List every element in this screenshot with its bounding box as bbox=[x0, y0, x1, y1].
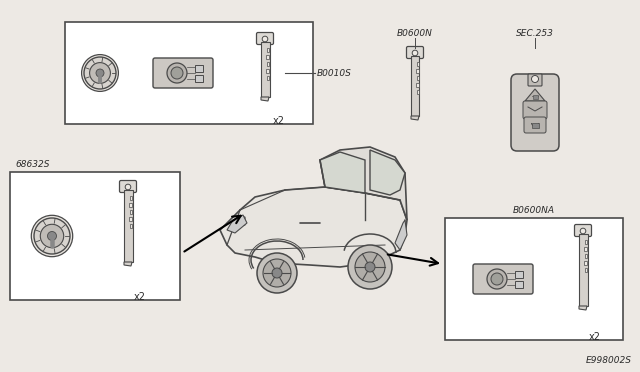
Circle shape bbox=[40, 224, 64, 248]
Polygon shape bbox=[227, 215, 247, 233]
Bar bbox=[130, 196, 132, 200]
Text: E998002S: E998002S bbox=[586, 356, 632, 365]
Polygon shape bbox=[235, 217, 245, 227]
Circle shape bbox=[125, 184, 131, 190]
FancyBboxPatch shape bbox=[511, 74, 559, 151]
Text: 68632S: 68632S bbox=[15, 160, 49, 169]
Bar bbox=[267, 76, 269, 80]
Bar bbox=[532, 95, 538, 99]
Bar bbox=[130, 224, 132, 228]
Polygon shape bbox=[220, 187, 407, 267]
Bar bbox=[515, 281, 523, 288]
Text: B0010S: B0010S bbox=[317, 68, 352, 77]
Circle shape bbox=[348, 245, 392, 289]
FancyBboxPatch shape bbox=[406, 46, 424, 58]
Circle shape bbox=[34, 218, 70, 254]
Bar bbox=[585, 254, 587, 258]
Circle shape bbox=[82, 55, 118, 92]
Bar bbox=[267, 48, 269, 52]
Circle shape bbox=[365, 262, 375, 272]
FancyBboxPatch shape bbox=[120, 180, 136, 192]
Text: SEC.253: SEC.253 bbox=[516, 29, 554, 38]
Circle shape bbox=[262, 36, 268, 42]
FancyBboxPatch shape bbox=[575, 224, 591, 237]
Bar bbox=[416, 69, 419, 73]
Bar bbox=[124, 190, 133, 262]
Polygon shape bbox=[370, 150, 405, 195]
Text: x2: x2 bbox=[589, 332, 601, 342]
Bar bbox=[417, 90, 419, 94]
Bar bbox=[515, 271, 523, 278]
Circle shape bbox=[167, 63, 187, 83]
Bar bbox=[195, 65, 203, 72]
FancyBboxPatch shape bbox=[257, 32, 273, 45]
Text: x2: x2 bbox=[273, 116, 285, 126]
FancyBboxPatch shape bbox=[528, 74, 542, 86]
Bar bbox=[411, 56, 419, 116]
Polygon shape bbox=[395, 220, 407, 250]
Bar bbox=[584, 247, 587, 251]
Circle shape bbox=[47, 231, 56, 241]
FancyBboxPatch shape bbox=[524, 117, 546, 133]
Circle shape bbox=[531, 76, 538, 83]
Circle shape bbox=[491, 273, 503, 285]
Polygon shape bbox=[261, 97, 269, 101]
Bar bbox=[267, 62, 269, 66]
FancyBboxPatch shape bbox=[523, 101, 547, 119]
Bar bbox=[130, 210, 132, 214]
Bar bbox=[266, 55, 269, 59]
Bar bbox=[129, 217, 132, 221]
Circle shape bbox=[272, 268, 282, 278]
Circle shape bbox=[31, 215, 73, 257]
Bar bbox=[195, 75, 203, 82]
Bar bbox=[584, 261, 587, 265]
Circle shape bbox=[580, 228, 586, 234]
Circle shape bbox=[355, 252, 385, 282]
Circle shape bbox=[90, 62, 111, 83]
Text: x2: x2 bbox=[134, 292, 146, 302]
Circle shape bbox=[96, 69, 104, 77]
FancyBboxPatch shape bbox=[473, 264, 533, 294]
Polygon shape bbox=[579, 306, 587, 310]
Polygon shape bbox=[320, 147, 407, 220]
Polygon shape bbox=[124, 262, 132, 266]
Bar bbox=[445, 218, 623, 340]
Bar bbox=[261, 42, 270, 97]
Polygon shape bbox=[525, 89, 545, 101]
Bar bbox=[65, 22, 313, 124]
Circle shape bbox=[257, 253, 297, 293]
Bar bbox=[10, 172, 180, 300]
Bar bbox=[417, 62, 419, 66]
Text: B0600NA: B0600NA bbox=[513, 206, 555, 215]
Circle shape bbox=[171, 67, 183, 79]
Bar bbox=[416, 83, 419, 87]
Circle shape bbox=[84, 57, 116, 89]
Polygon shape bbox=[411, 116, 419, 120]
Bar bbox=[417, 76, 419, 80]
Circle shape bbox=[263, 259, 291, 287]
Circle shape bbox=[487, 269, 507, 289]
Circle shape bbox=[412, 50, 418, 56]
Bar bbox=[129, 203, 132, 207]
Polygon shape bbox=[320, 152, 365, 193]
Text: B0600N: B0600N bbox=[397, 29, 433, 38]
Bar bbox=[579, 234, 588, 306]
Bar bbox=[585, 268, 587, 272]
FancyBboxPatch shape bbox=[153, 58, 213, 88]
Bar bbox=[266, 69, 269, 73]
Bar bbox=[585, 240, 587, 244]
Bar bbox=[531, 123, 538, 128]
